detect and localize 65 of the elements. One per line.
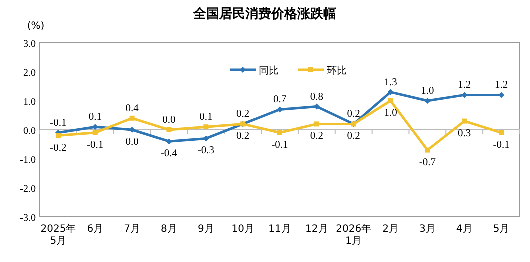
y-tick-label: 0.0 [24, 126, 36, 137]
point [314, 122, 320, 127]
y-axis-title: (%) [27, 21, 45, 32]
data-label: 0.8 [310, 92, 324, 103]
point [425, 148, 430, 153]
data-label: -0.1 [493, 140, 510, 151]
point [130, 116, 135, 121]
y-tick-label: -2.0 [20, 184, 36, 195]
data-label: 0.2 [347, 109, 360, 120]
data-label: 1.0 [421, 86, 434, 97]
x-tick-label: 11月 [268, 224, 292, 235]
data-label: 0.0 [162, 115, 176, 126]
x-tick-label: 2026年 1月 [336, 223, 372, 247]
point [277, 106, 283, 113]
point [462, 118, 468, 124]
x-tick-label: 12月 [306, 224, 328, 235]
data-label: 0.2 [236, 131, 250, 142]
point [278, 130, 282, 136]
point [388, 98, 394, 104]
data-label: 0.0 [126, 137, 139, 148]
x-tick-label: 7月 [124, 224, 140, 235]
data-label: 0.1 [88, 112, 102, 124]
legend-label: 同比 [259, 65, 279, 77]
x-tick-label: 2025年 5月 [40, 223, 76, 247]
x-tick-label: 10月 [232, 224, 254, 235]
data-label: 0.2 [310, 131, 324, 142]
y-tick-label: -3.0 [20, 213, 36, 224]
data-label: 0.4 [126, 103, 140, 114]
y-tick-label: 2.0 [24, 68, 36, 79]
data-label: -0.1 [87, 140, 104, 151]
data-label: -0.3 [198, 146, 214, 157]
data-label: 0.3 [458, 128, 472, 140]
point [499, 130, 504, 136]
legend-环比: 环比 [298, 66, 347, 77]
x-tick-label: 6月 [87, 224, 104, 235]
data-label: 1.2 [494, 80, 508, 92]
data-label: 0.2 [347, 131, 360, 142]
x-tick-label: 4月 [456, 224, 473, 235]
data-label: -0.2 [50, 142, 67, 154]
x-tick-label: 9月 [198, 224, 214, 235]
x-tick-label: 2月 [382, 224, 399, 235]
data-label: 1.3 [384, 77, 398, 88]
point [388, 89, 394, 96]
legend-label: 环比 [327, 65, 347, 77]
data-label: -0.4 [160, 148, 178, 160]
x-tick-label: 3月 [420, 224, 436, 235]
y-tick-label: 1.0 [24, 97, 36, 108]
data-label: 1.0 [384, 108, 398, 119]
point [204, 124, 209, 130]
data-label: 0.1 [200, 112, 213, 124]
data-label: -0.1 [50, 118, 67, 129]
point [92, 130, 98, 136]
x-tick-label: 5月 [493, 224, 510, 235]
y-tick-label: 3.0 [24, 39, 36, 50]
point [166, 128, 172, 132]
data-label: -0.7 [419, 157, 436, 168]
y-tick-label: -1.0 [20, 155, 36, 166]
data-label: -0.1 [272, 140, 288, 151]
legend-同比: 同比 [230, 66, 279, 77]
point [56, 133, 61, 138]
data-label: 0.7 [273, 94, 287, 106]
chart-title: 全国居民消费价格涨跌幅 [192, 7, 336, 22]
x-tick-label: 8月 [161, 224, 178, 235]
data-label: 0.2 [236, 109, 250, 120]
data-label: 1.2 [458, 80, 472, 92]
